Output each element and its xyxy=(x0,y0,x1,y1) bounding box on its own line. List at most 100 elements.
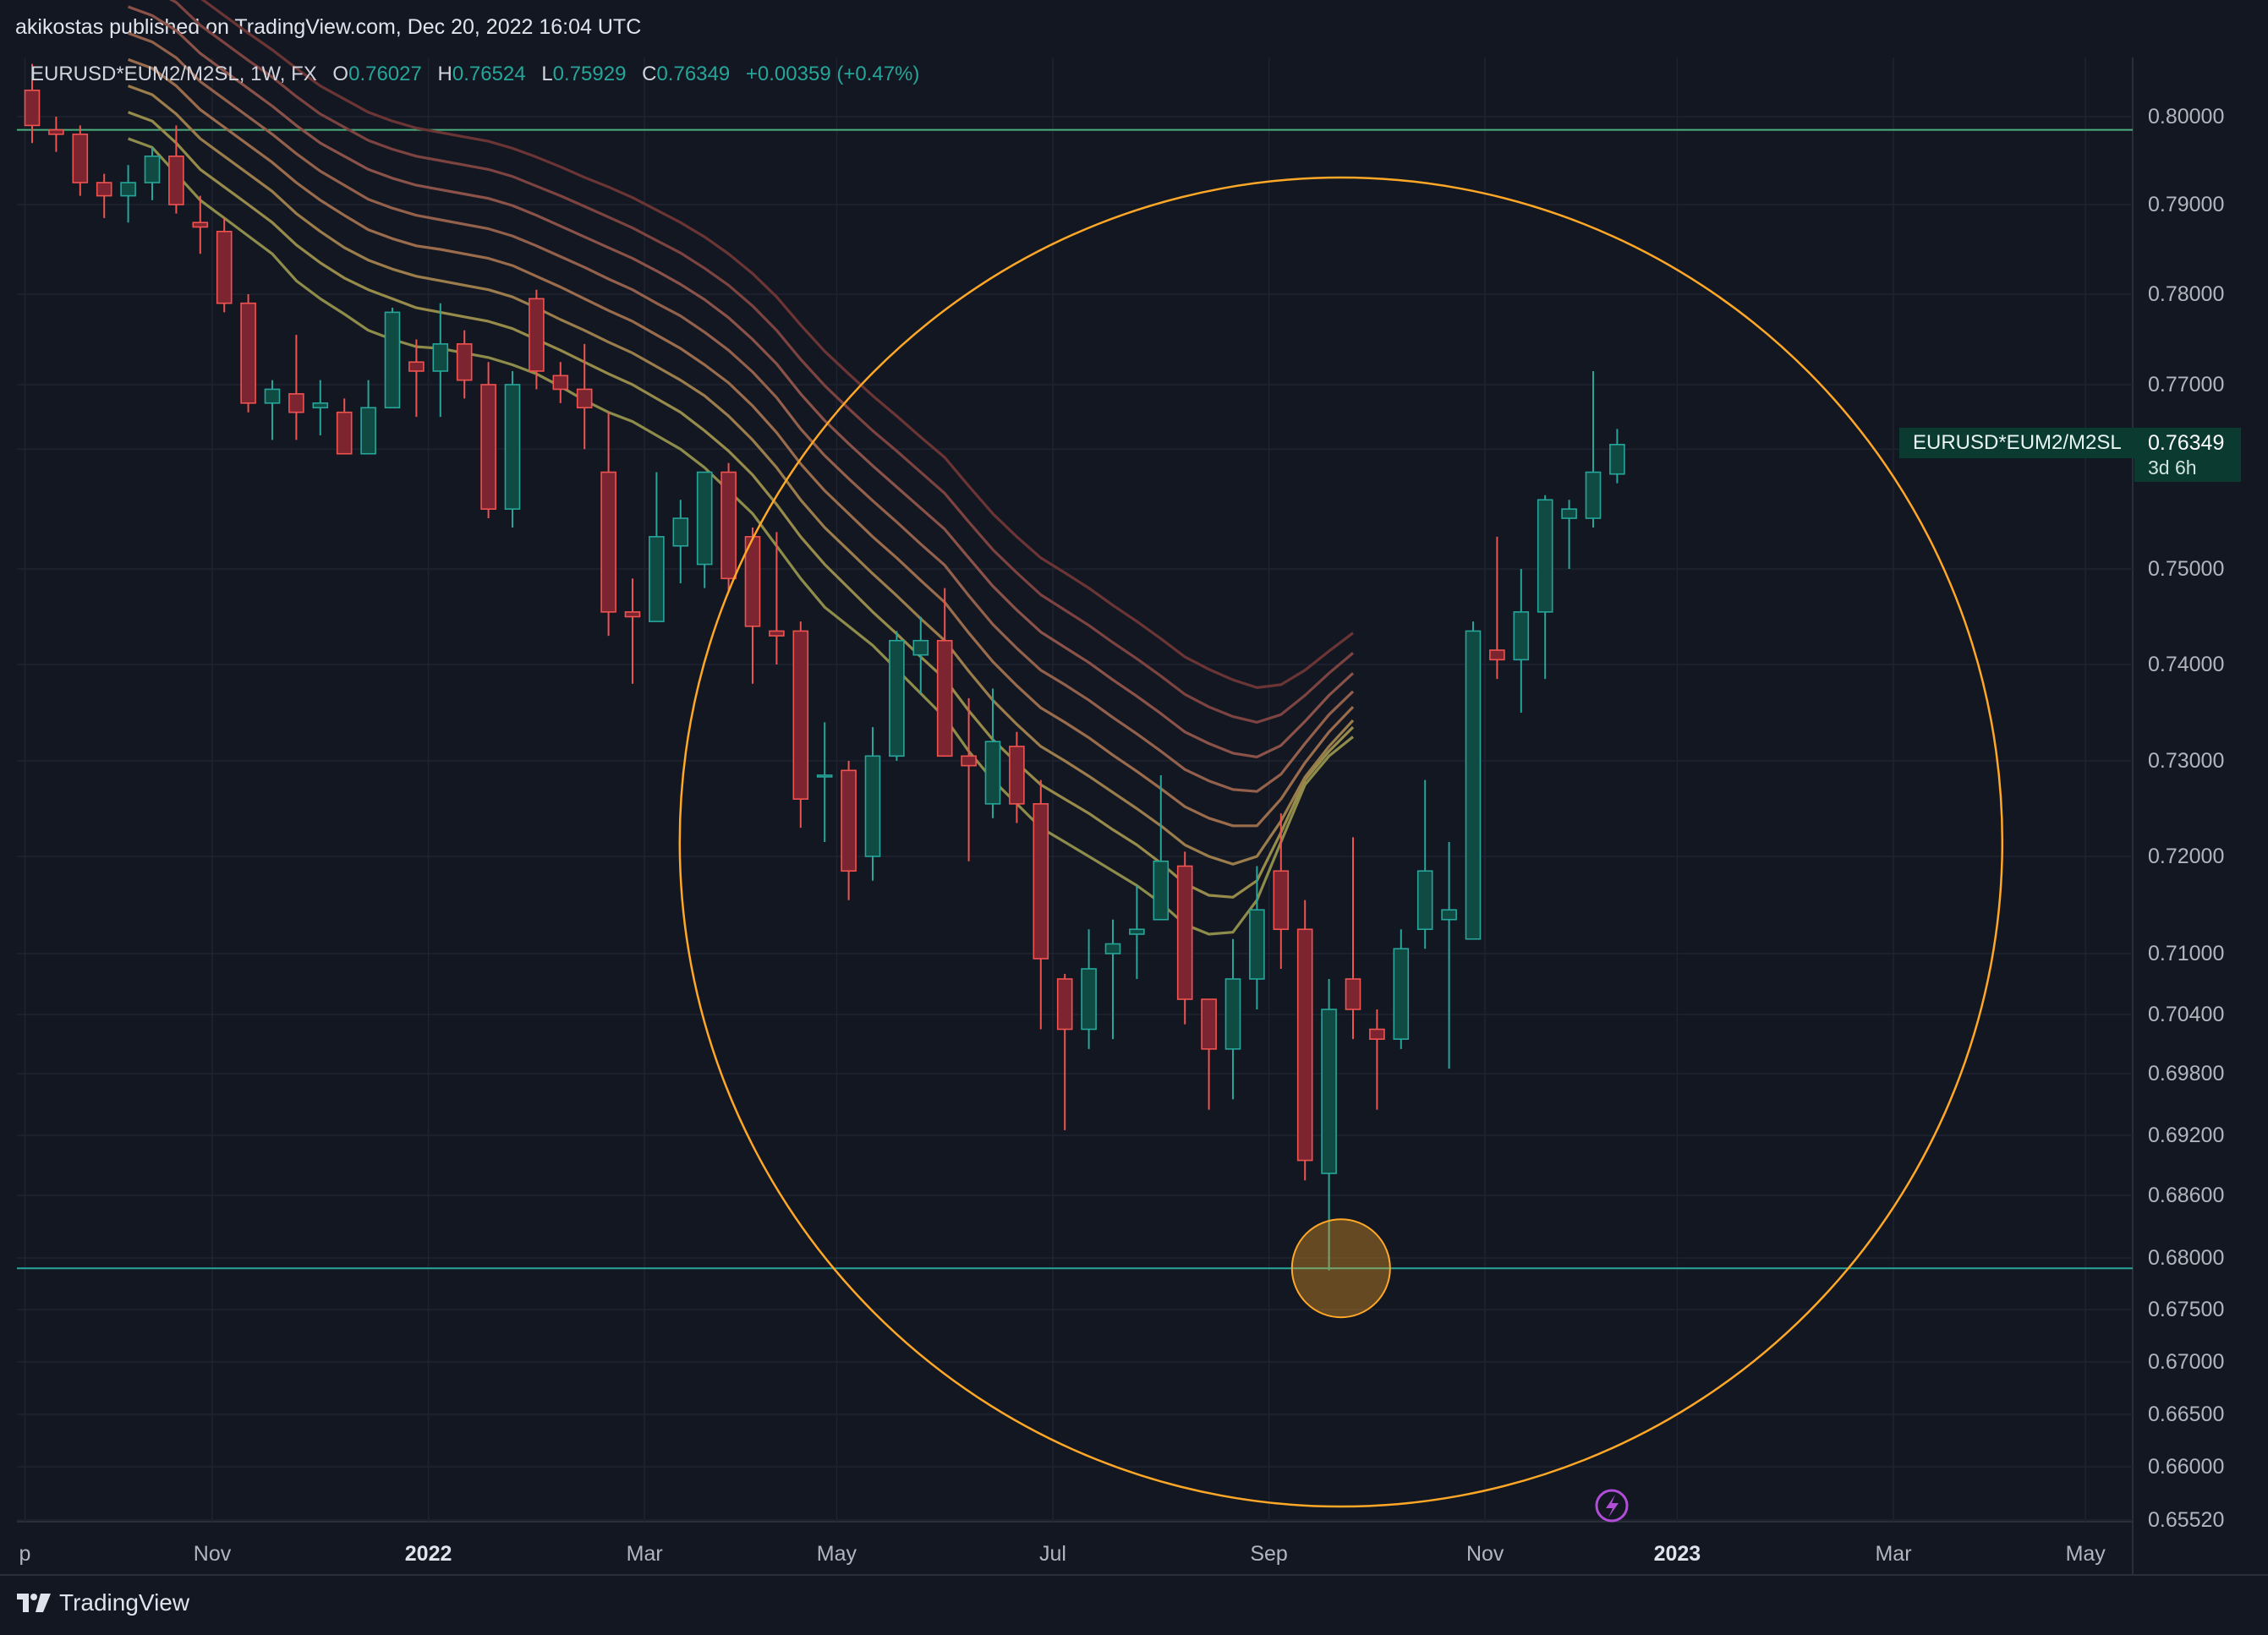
candle xyxy=(624,578,641,684)
candle xyxy=(1176,851,1193,1025)
candle xyxy=(912,616,929,694)
candle-body xyxy=(480,384,496,510)
candle-body xyxy=(1345,978,1361,1010)
last-price-label: 0.76349 3d 6h xyxy=(2134,428,2241,482)
y-tick-label: 0.77000 xyxy=(2148,373,2224,396)
candle xyxy=(864,727,881,881)
bar-countdown: 3d 6h xyxy=(2148,457,2197,478)
candle-body xyxy=(1249,909,1265,980)
annotation-circle-large xyxy=(678,176,2004,1508)
candle-body xyxy=(432,343,449,372)
candle xyxy=(1081,929,1097,1049)
candle-body xyxy=(1393,948,1410,1040)
candle xyxy=(1201,998,1217,1110)
candle-body xyxy=(841,769,857,872)
candle-body xyxy=(1321,1009,1337,1174)
candle-body xyxy=(1585,471,1602,519)
candle-body xyxy=(1129,928,1145,935)
candle-body xyxy=(529,298,545,372)
legend-change: +0.00359 (+0.47%) xyxy=(745,63,920,85)
candle-body xyxy=(504,384,521,510)
candle xyxy=(216,217,233,313)
candle xyxy=(168,125,184,214)
x-tick-label: Mar xyxy=(1875,1542,1911,1566)
candle xyxy=(1104,919,1121,1040)
candle xyxy=(240,294,256,413)
price-axis[interactable]: 0.800000.790000.780000.770000.763000.750… xyxy=(2148,105,2224,1532)
candle xyxy=(1585,370,1602,528)
candle xyxy=(1033,779,1049,1030)
moving-average-line xyxy=(128,85,1355,866)
y-tick-label: 0.66500 xyxy=(2148,1403,2224,1426)
candle xyxy=(504,370,521,528)
y-tick-label: 0.65520 xyxy=(2148,1508,2224,1532)
horizontal-lines[interactable] xyxy=(17,129,2133,1270)
candle xyxy=(144,147,161,200)
legend-close-label: C xyxy=(642,63,657,85)
x-tick-label: 2023 xyxy=(1654,1542,1701,1566)
candle xyxy=(288,335,304,440)
tradingview-logo[interactable]: TradingView xyxy=(17,1589,189,1616)
candle-body xyxy=(936,639,953,757)
x-tick-label: Mar xyxy=(627,1542,663,1566)
y-tick-label: 0.69200 xyxy=(2148,1124,2224,1147)
candle-body xyxy=(792,630,809,801)
moving-average-line xyxy=(128,57,1355,828)
y-tick-label: 0.69800 xyxy=(2148,1062,2224,1085)
legend-low-label: L xyxy=(541,63,553,85)
candle xyxy=(889,631,905,761)
x-tick-label: May xyxy=(2066,1542,2106,1566)
candle-body xyxy=(1369,1028,1385,1040)
candle-body xyxy=(1153,860,1170,921)
candle xyxy=(456,330,473,399)
candle-body xyxy=(120,182,136,197)
x-tick-label: Nov xyxy=(1466,1542,1504,1566)
candle xyxy=(529,289,545,390)
candle xyxy=(1513,569,1530,713)
candle-body xyxy=(912,639,929,656)
y-tick-label: 0.66000 xyxy=(2148,1455,2224,1479)
candle xyxy=(1465,621,1482,940)
candle-body xyxy=(96,182,112,197)
legend-low: 0.75929 xyxy=(552,63,627,85)
annotation-circle-small xyxy=(1290,1218,1391,1319)
x-tick-label: Sep xyxy=(1250,1542,1287,1566)
candle-body xyxy=(312,402,329,409)
candle xyxy=(792,621,809,828)
candle xyxy=(600,412,616,637)
candle-body xyxy=(552,375,569,391)
candle-body xyxy=(696,471,713,566)
candle-body xyxy=(624,611,641,618)
candle-body xyxy=(360,407,376,455)
candle xyxy=(576,343,593,450)
candle-body xyxy=(1201,998,1217,1050)
candle-body xyxy=(600,471,616,613)
candle-body xyxy=(1081,968,1097,1031)
candle-body xyxy=(288,393,304,413)
candle xyxy=(696,471,713,588)
candle xyxy=(1369,1009,1385,1110)
lightning-icon[interactable] xyxy=(1595,1489,1629,1523)
candle-body xyxy=(48,129,64,135)
candle xyxy=(312,380,329,435)
candle-body xyxy=(769,630,785,637)
legend-high: 0.76524 xyxy=(452,63,526,85)
candle xyxy=(984,688,1001,818)
brand-name: TradingView xyxy=(59,1589,190,1616)
candle-body xyxy=(889,639,905,757)
legend-symbol: EURUSD*EUM2/M2SL, 1W, FX xyxy=(30,63,317,85)
candle xyxy=(336,398,353,455)
candle xyxy=(961,697,977,861)
candle xyxy=(720,462,737,593)
moving-average-line xyxy=(128,31,1355,793)
candle xyxy=(72,125,89,196)
y-tick-label: 0.80000 xyxy=(2148,105,2224,129)
annotation-circles[interactable] xyxy=(678,176,2004,1508)
x-tick-label: 2022 xyxy=(405,1542,452,1566)
y-tick-label: 0.67500 xyxy=(2148,1298,2224,1321)
candle xyxy=(432,303,449,418)
time-axis[interactable]: p Nov 2022 Mar May Jul Sep Nov 2023 Mar May xyxy=(19,1542,2106,1566)
candle xyxy=(1153,774,1170,921)
candle xyxy=(1416,779,1433,949)
